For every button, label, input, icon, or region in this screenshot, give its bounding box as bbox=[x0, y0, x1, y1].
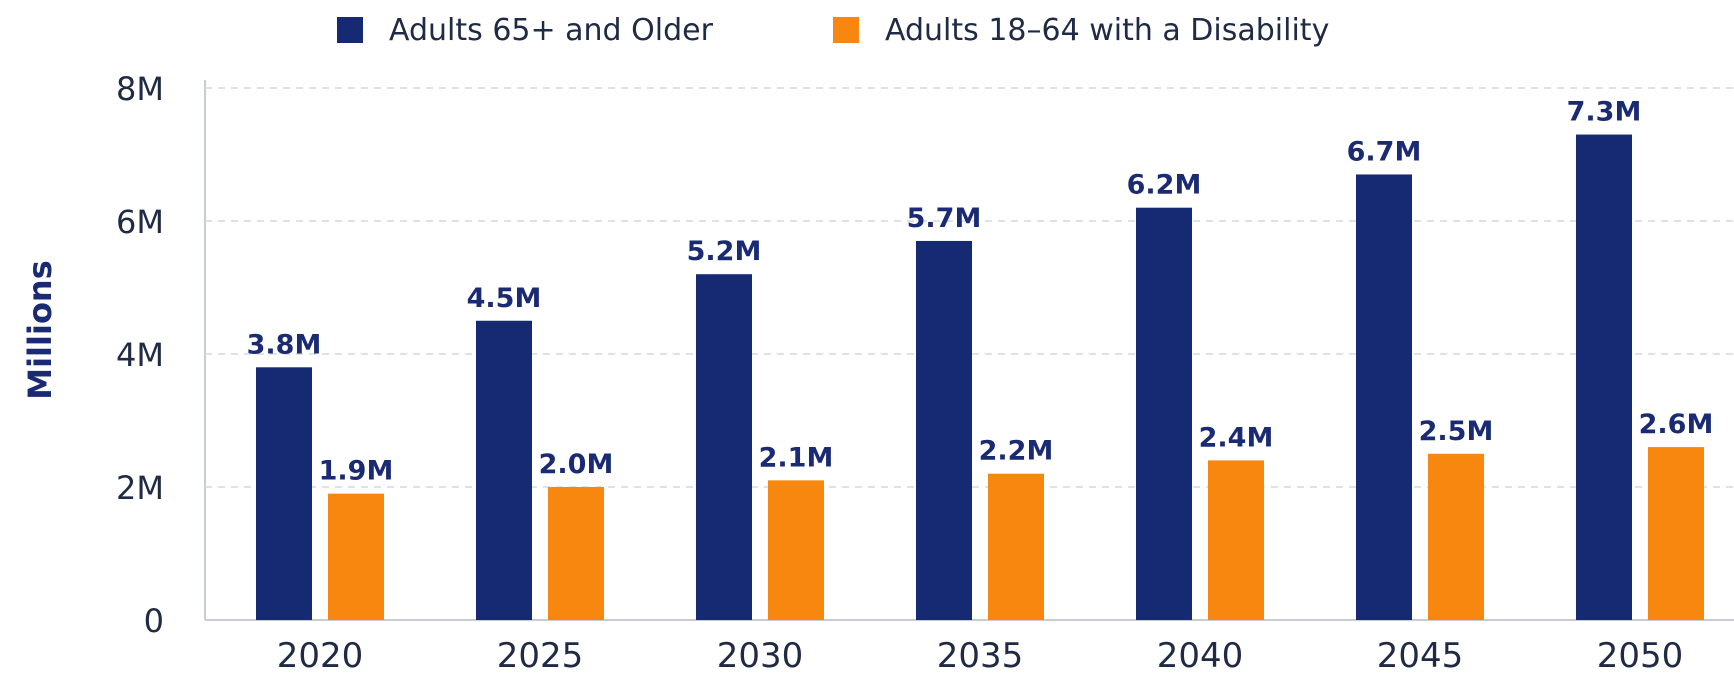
y-tick-label: 8M bbox=[116, 70, 164, 108]
legend-item-series-1: Adults 65+ and Older bbox=[337, 6, 713, 54]
bar bbox=[1356, 174, 1412, 620]
bar bbox=[1648, 447, 1704, 620]
legend-label-series-1: Adults 65+ and Older bbox=[389, 12, 713, 48]
x-tick-label: 2045 bbox=[1377, 636, 1464, 676]
data-label: 3.8M bbox=[247, 329, 322, 360]
legend-label-series-2: Adults 18–64 with a Disability bbox=[885, 12, 1330, 48]
data-label: 4.5M bbox=[467, 283, 542, 314]
x-tick-label: 2030 bbox=[717, 636, 804, 676]
y-tick-label: 6M bbox=[116, 203, 164, 241]
bar bbox=[256, 367, 312, 620]
bar bbox=[476, 320, 532, 620]
x-tick-label: 2035 bbox=[937, 636, 1024, 676]
bar bbox=[696, 274, 752, 620]
bar bbox=[1428, 453, 1484, 620]
bar bbox=[1136, 207, 1192, 620]
data-label: 1.9M bbox=[319, 456, 394, 487]
y-tick-label: 0 bbox=[144, 602, 164, 640]
data-label: 5.7M bbox=[907, 203, 982, 234]
bar bbox=[988, 473, 1044, 620]
data-label: 5.2M bbox=[687, 236, 762, 267]
x-tick-label: 2040 bbox=[1157, 636, 1244, 676]
data-label: 6.7M bbox=[1347, 136, 1422, 167]
bar bbox=[1576, 134, 1632, 621]
legend-item-series-2: Adults 18–64 with a Disability bbox=[833, 6, 1329, 54]
data-label: 7.3M bbox=[1567, 97, 1642, 128]
data-label: 2.2M bbox=[979, 436, 1054, 467]
x-tick-label: 2020 bbox=[277, 636, 364, 676]
y-tick-label: 2M bbox=[116, 469, 164, 507]
x-tick-label: 2025 bbox=[497, 636, 584, 676]
bar bbox=[548, 487, 604, 620]
legend-swatch-series-2 bbox=[833, 17, 859, 43]
data-label: 2.6M bbox=[1639, 409, 1714, 440]
bar bbox=[768, 480, 824, 620]
bar bbox=[328, 493, 384, 620]
x-tick-label: 2050 bbox=[1597, 636, 1684, 676]
data-label: 6.2M bbox=[1127, 170, 1202, 201]
bar bbox=[916, 240, 972, 620]
data-label: 2.1M bbox=[759, 442, 834, 473]
y-tick-label: 4M bbox=[116, 336, 164, 374]
bar bbox=[1208, 460, 1264, 620]
data-label: 2.5M bbox=[1419, 416, 1494, 447]
legend: Adults 65+ and Older Adults 18–64 with a… bbox=[0, 6, 1734, 54]
data-label: 2.4M bbox=[1199, 422, 1274, 453]
legend-swatch-series-1 bbox=[337, 17, 363, 43]
data-label: 2.0M bbox=[539, 449, 614, 480]
